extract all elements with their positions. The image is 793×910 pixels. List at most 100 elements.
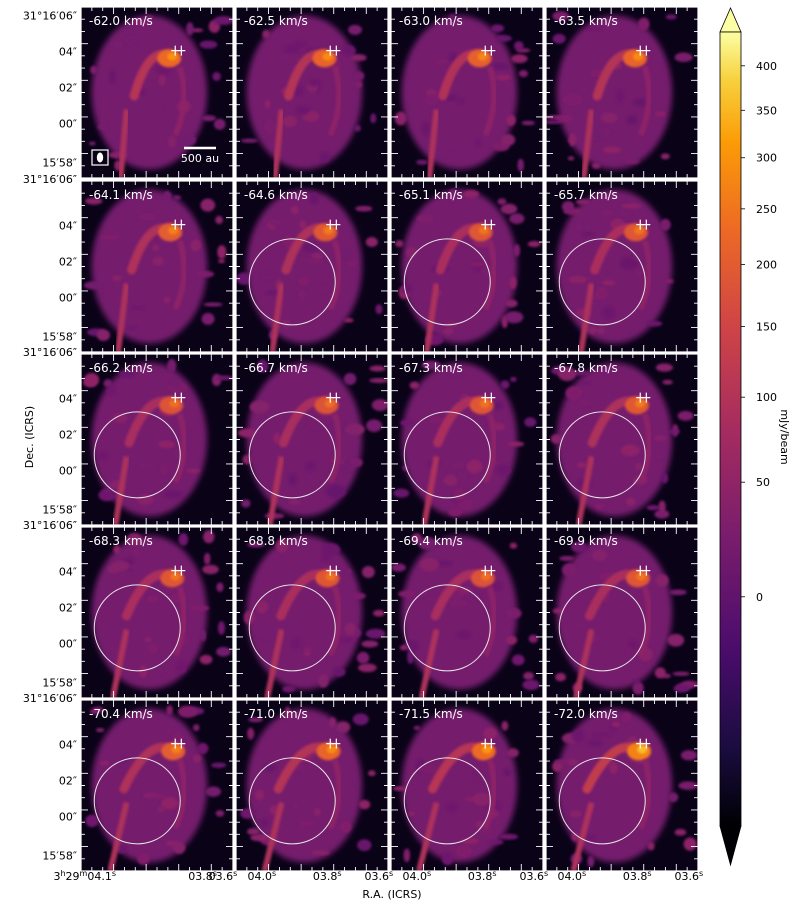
colorbar-tick-label: 350 <box>756 104 777 117</box>
outflow-circle <box>403 757 491 845</box>
panel-tick <box>81 181 233 352</box>
panel-label: -63.0 km/s <box>399 14 463 28</box>
noise-blob <box>468 261 488 267</box>
diffuse-emission <box>401 708 518 863</box>
noise-blob <box>505 635 518 645</box>
noise-blob <box>240 808 255 819</box>
noise-blob <box>152 244 160 252</box>
noise-blob <box>656 453 665 460</box>
panel-tick <box>236 7 388 178</box>
panel-tick <box>391 354 543 525</box>
filament-emission <box>112 456 130 525</box>
noise-blob <box>588 326 597 335</box>
noise-blob <box>615 89 624 104</box>
panel-tick <box>546 700 698 871</box>
noise-blob <box>674 828 687 836</box>
noise-blob <box>500 380 510 389</box>
noise-blob <box>496 464 511 476</box>
panel-tick <box>236 527 388 698</box>
noise-blob <box>406 247 418 259</box>
channel-panel: -64.6 km/s <box>235 180 389 353</box>
panel-tick <box>546 527 698 698</box>
panel-tick <box>391 354 543 525</box>
noise-blob <box>409 381 420 390</box>
panel-tick <box>391 700 543 871</box>
diffuse-emission <box>91 189 208 344</box>
noise-blob <box>591 162 601 169</box>
panel-tick <box>546 700 698 871</box>
source-marker <box>642 45 651 56</box>
emission-map <box>240 706 376 871</box>
panel-tick <box>236 354 388 525</box>
noise-blob <box>84 372 100 387</box>
noise-blob <box>571 832 580 842</box>
panel-tick <box>546 700 698 871</box>
noise-blob <box>588 130 608 141</box>
noise-blob <box>552 33 566 44</box>
source-marker <box>177 392 186 403</box>
noise-blob <box>361 565 375 579</box>
noise-blob <box>634 462 643 471</box>
panel-tick <box>81 7 233 178</box>
colorbar-tick-label: 400 <box>756 60 777 73</box>
noise-blob <box>165 587 175 593</box>
panel-tick <box>546 700 698 871</box>
noise-blob <box>646 320 663 327</box>
noise-blob <box>595 286 609 300</box>
noise-blob <box>495 34 512 42</box>
noise-blob <box>284 706 291 719</box>
noise-blob <box>393 488 410 498</box>
noise-blob <box>654 509 670 519</box>
panel-tick <box>236 354 388 525</box>
noise-blob <box>507 441 525 447</box>
noise-blob <box>283 234 294 249</box>
noise-blob <box>291 637 302 649</box>
panel-tick <box>236 700 388 871</box>
channel-panel: -67.3 km/s <box>390 353 544 526</box>
y-tick-label: 15′58″ <box>42 677 77 690</box>
panel-tick <box>236 181 388 352</box>
panel-tick <box>81 354 233 525</box>
panel-tick <box>546 7 698 178</box>
noise-blob <box>522 679 540 691</box>
panel-tick <box>236 354 388 525</box>
y-tick-label: 02″ <box>59 601 77 614</box>
filament-emission <box>266 456 285 525</box>
panel-tick <box>236 181 388 352</box>
noise-blob <box>193 724 200 732</box>
noise-blob <box>620 444 640 457</box>
panel-tick <box>81 700 233 871</box>
noise-blob <box>488 839 504 845</box>
noise-blob <box>126 325 138 330</box>
noise-blob <box>402 464 410 472</box>
colorbar-tick-label: 200 <box>756 259 777 272</box>
panel-tick <box>236 527 388 698</box>
panel-label: -67.3 km/s <box>399 361 463 375</box>
panel-tick <box>391 181 543 352</box>
x-tick-label: 03.8s <box>188 869 217 883</box>
noise-blob <box>451 463 466 468</box>
peak-core <box>170 572 181 581</box>
panel-tick <box>546 354 698 525</box>
noise-blob <box>357 839 372 852</box>
panel-tick <box>81 181 233 352</box>
colorbar-max-extend <box>719 7 742 33</box>
panel-tick <box>236 354 388 525</box>
panel-tick <box>391 527 543 698</box>
noise-blob <box>340 821 352 833</box>
noise-blob <box>673 684 690 693</box>
y-tick-label: 00″ <box>59 291 77 304</box>
noise-blob <box>581 381 592 386</box>
noise-blob <box>667 633 685 647</box>
noise-blob <box>678 781 698 790</box>
noise-blob <box>371 399 388 411</box>
filament-emission <box>423 283 440 352</box>
emission-map <box>91 530 231 698</box>
diffuse-emission <box>91 15 208 170</box>
y-tick-label: 00″ <box>59 637 77 650</box>
noise-blob <box>424 596 440 603</box>
noise-blob <box>256 359 269 373</box>
x-tick-label: 04.0s <box>558 869 587 883</box>
noise-blob <box>256 630 274 640</box>
panel-tick <box>236 7 388 178</box>
